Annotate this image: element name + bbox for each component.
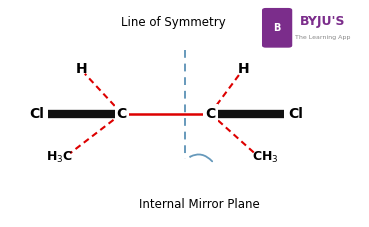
Text: C: C bbox=[117, 106, 127, 121]
Text: Cl: Cl bbox=[30, 106, 44, 121]
Text: H: H bbox=[238, 62, 249, 76]
Text: C: C bbox=[205, 106, 215, 121]
FancyArrowPatch shape bbox=[190, 154, 212, 161]
Text: Line of Symmetry: Line of Symmetry bbox=[121, 16, 226, 29]
Text: BYJU'S: BYJU'S bbox=[300, 15, 346, 28]
Text: The Learning App: The Learning App bbox=[295, 35, 351, 40]
Text: Internal Mirror Plane: Internal Mirror Plane bbox=[139, 198, 260, 211]
Text: Cl: Cl bbox=[288, 106, 303, 121]
Text: H$_3$C: H$_3$C bbox=[46, 150, 72, 165]
Text: H: H bbox=[75, 62, 87, 76]
Text: CH$_3$: CH$_3$ bbox=[252, 150, 279, 165]
FancyBboxPatch shape bbox=[262, 8, 292, 48]
Text: B: B bbox=[273, 23, 281, 33]
